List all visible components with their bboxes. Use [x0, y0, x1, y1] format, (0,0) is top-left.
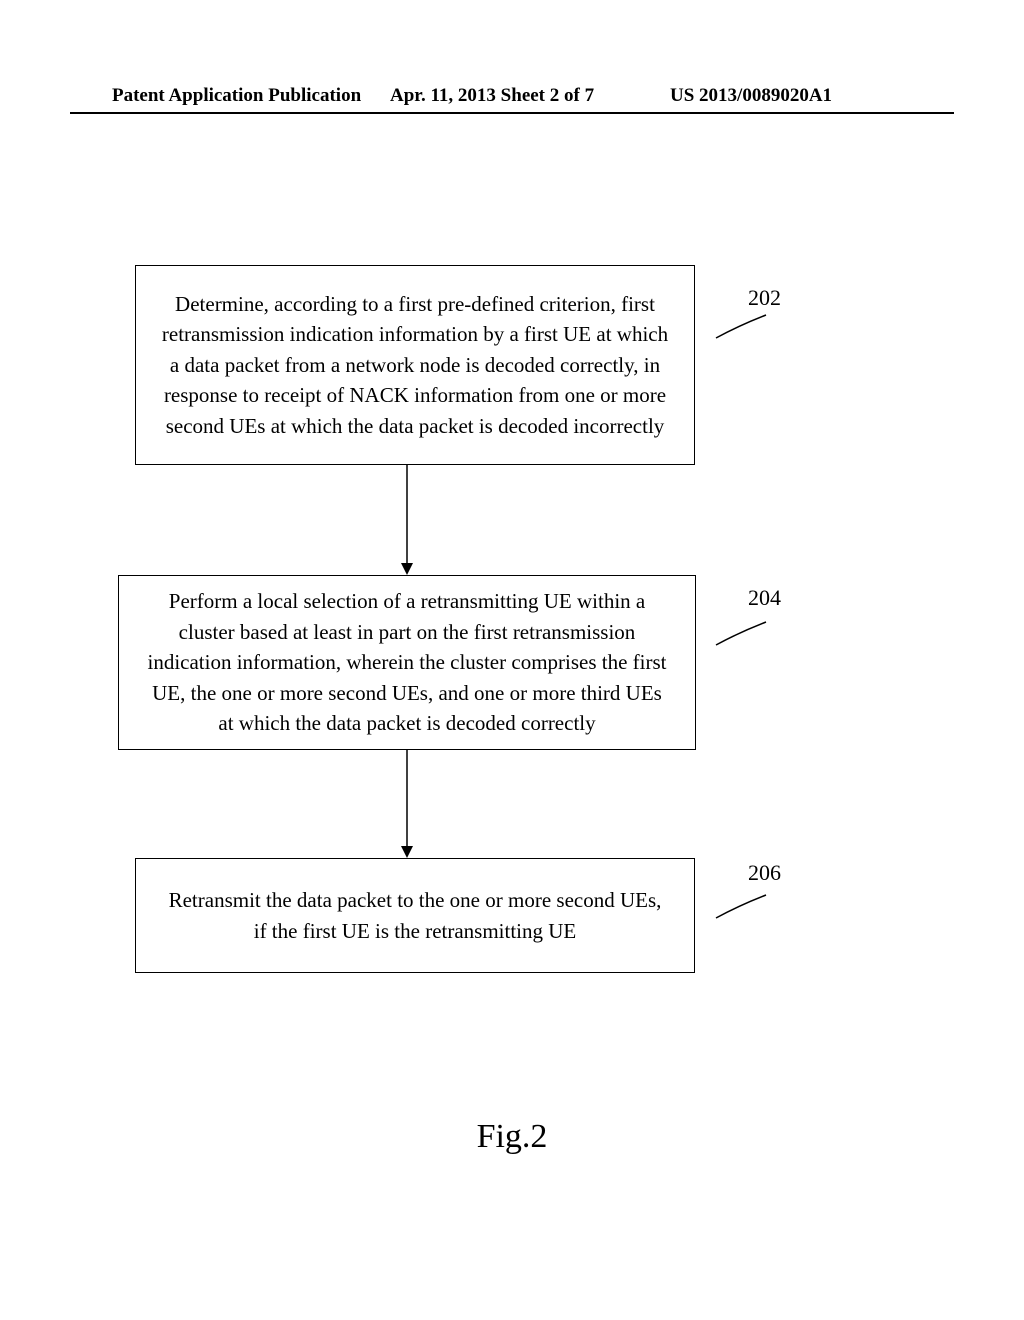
figure-label: Fig.2 [0, 1118, 1024, 1156]
page: Patent Application Publication Apr. 11, … [0, 0, 1024, 1320]
